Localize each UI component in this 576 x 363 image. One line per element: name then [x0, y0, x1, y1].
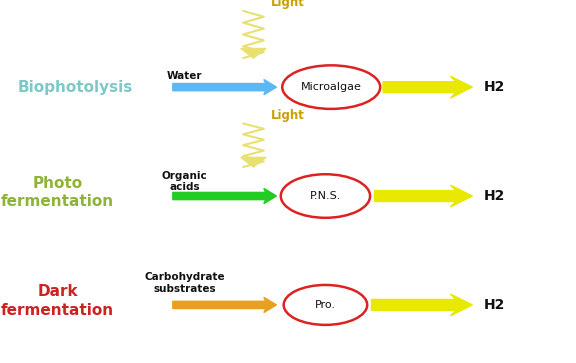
Text: Dark
fermentation: Dark fermentation — [1, 285, 114, 318]
Text: H2: H2 — [484, 298, 505, 312]
Text: Water: Water — [166, 71, 202, 81]
Text: Carbohydrate
substrates: Carbohydrate substrates — [144, 272, 225, 294]
Text: Microalgae: Microalgae — [301, 82, 362, 92]
Text: Organic
acids: Organic acids — [161, 171, 207, 192]
Text: Light: Light — [271, 0, 305, 9]
Text: Pro.: Pro. — [315, 300, 336, 310]
Text: Biophotolysis: Biophotolysis — [17, 79, 132, 95]
Text: Light: Light — [271, 109, 305, 122]
Polygon shape — [241, 49, 266, 58]
FancyArrow shape — [374, 185, 472, 207]
Text: H2: H2 — [484, 189, 505, 203]
Text: Photo
fermentation: Photo fermentation — [1, 176, 114, 209]
FancyArrow shape — [173, 297, 276, 313]
Text: P.N.S.: P.N.S. — [310, 191, 341, 201]
Polygon shape — [241, 158, 266, 167]
FancyArrow shape — [383, 76, 472, 98]
FancyArrow shape — [173, 79, 276, 95]
FancyArrow shape — [372, 294, 472, 316]
FancyArrow shape — [173, 188, 276, 204]
Text: H2: H2 — [484, 80, 505, 94]
